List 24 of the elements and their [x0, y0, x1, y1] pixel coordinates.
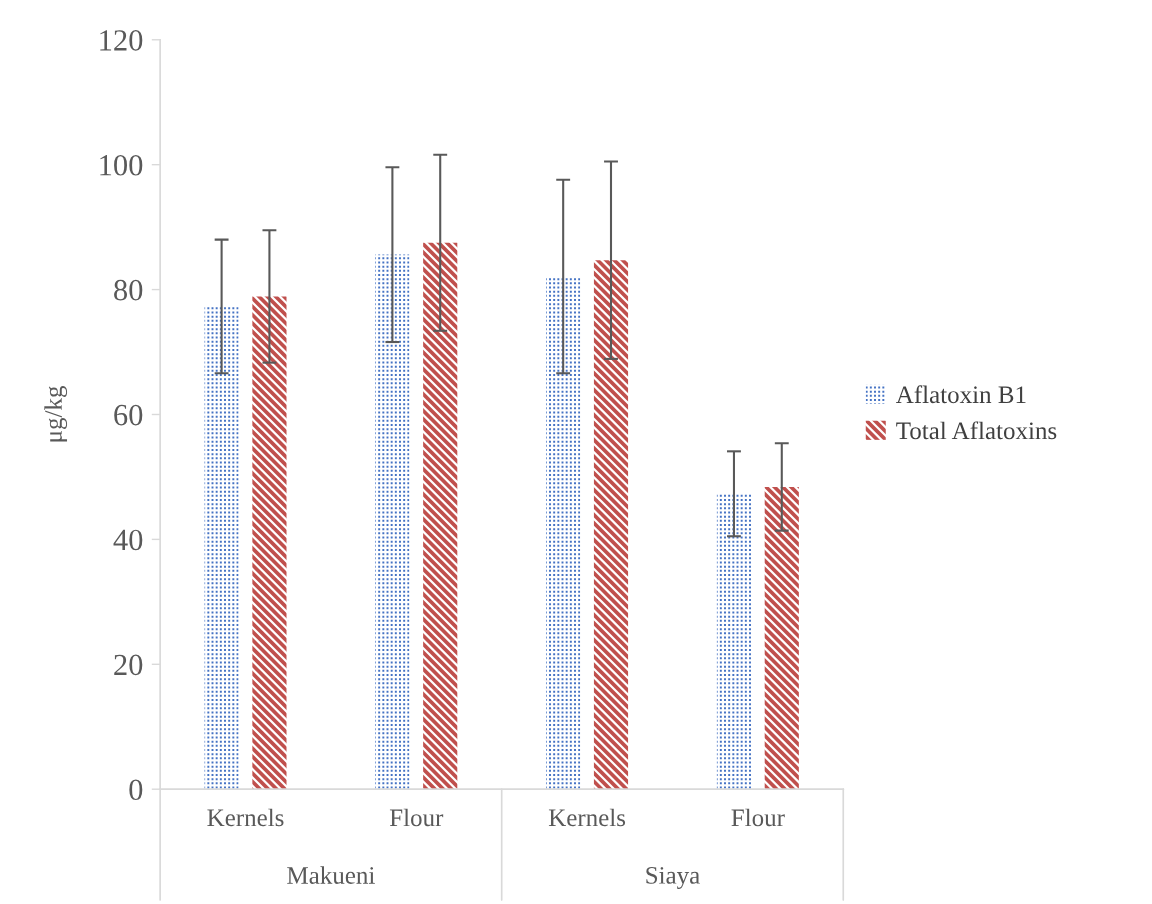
bar: [423, 242, 458, 790]
bar: [252, 296, 287, 790]
bar: [546, 276, 581, 790]
y-axis-title: μg/kg: [44, 386, 68, 442]
legend-label: Total Aflatoxins: [896, 421, 1057, 440]
bar: [375, 254, 410, 790]
x-tick-label: Kernels: [548, 808, 626, 827]
x-tick-label: Flour: [389, 808, 444, 827]
bar: [764, 486, 799, 790]
y-tick-label: 120: [100, 30, 143, 51]
y-tick-label: 40: [113, 529, 143, 551]
bar: [204, 306, 239, 790]
y-tick-label: 100: [100, 154, 143, 176]
bar: [716, 493, 752, 790]
legend-label: Aflatoxin B1: [896, 385, 1026, 404]
text: Siaya: [646, 867, 700, 889]
text: Makueni: [287, 866, 375, 884]
x-tick-label: Flour: [731, 808, 785, 827]
x-tick-label: Kernels: [207, 808, 284, 827]
y-tick-label: 80: [114, 279, 143, 301]
bar: [593, 260, 629, 790]
y-tick-label: 60: [114, 404, 143, 426]
y-tick-label: 0: [129, 779, 143, 801]
y-tick-label: 20: [114, 654, 143, 676]
